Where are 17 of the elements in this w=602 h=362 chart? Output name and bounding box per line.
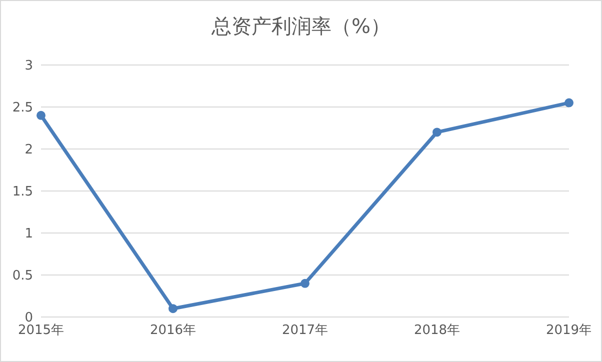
x-tick-label: 2017年 bbox=[282, 323, 328, 338]
chart-title: 总资产利润率（%） bbox=[210, 13, 392, 40]
point bbox=[300, 278, 310, 288]
y-tick-label: 3 bbox=[24, 58, 33, 74]
point bbox=[168, 304, 178, 314]
y-tick-label: 1 bbox=[24, 226, 33, 242]
y-tick-label: 2 bbox=[24, 142, 33, 158]
y-tick-label: 2.5 bbox=[12, 100, 33, 116]
x-tick-label: 2018年 bbox=[414, 323, 460, 338]
point bbox=[432, 128, 442, 137]
y-tick-label: 1.5 bbox=[12, 184, 33, 200]
point bbox=[564, 98, 574, 108]
x-tick-label: 2016年 bbox=[150, 323, 196, 338]
x-tick-label: 2015年 bbox=[18, 323, 64, 338]
y-tick-label: 0.5 bbox=[12, 268, 33, 284]
point bbox=[36, 110, 46, 120]
y-tick-label: 0 bbox=[24, 310, 33, 326]
